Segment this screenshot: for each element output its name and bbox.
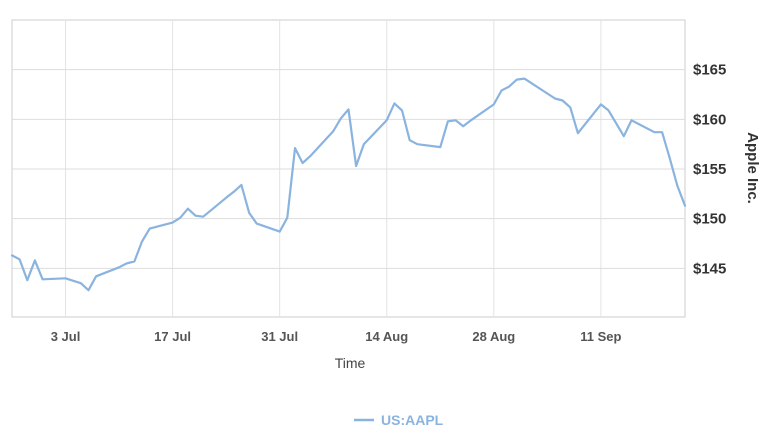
data-point[interactable] <box>568 105 572 109</box>
data-point[interactable] <box>117 265 121 269</box>
data-point[interactable] <box>41 277 45 281</box>
data-point[interactable] <box>232 190 236 194</box>
data-point[interactable] <box>354 164 358 168</box>
data-point[interactable] <box>576 131 580 135</box>
data-point[interactable] <box>224 196 228 200</box>
data-point[interactable] <box>278 230 282 234</box>
data-point[interactable] <box>18 257 22 261</box>
data-point[interactable] <box>507 85 511 89</box>
data-point[interactable] <box>454 118 458 122</box>
data-point[interactable] <box>285 216 289 220</box>
x-tick-label: 17 Jul <box>154 329 191 344</box>
data-point[interactable] <box>660 130 664 134</box>
data-point[interactable] <box>87 288 91 292</box>
data-point[interactable] <box>33 258 37 262</box>
data-point[interactable] <box>675 184 679 188</box>
y-tick-label: $160 <box>693 111 726 128</box>
horizontal-gridlines <box>12 69 685 269</box>
y-tick-label: $145 <box>693 260 726 277</box>
x-tick-label: 28 Aug <box>472 329 515 344</box>
data-point[interactable] <box>515 78 519 82</box>
data-point[interactable] <box>469 118 473 122</box>
data-point[interactable] <box>79 281 83 285</box>
y-tick-label: $165 <box>693 62 726 79</box>
data-point[interactable] <box>148 227 152 231</box>
data-point[interactable] <box>255 222 259 226</box>
data-point[interactable] <box>392 101 396 105</box>
data-point[interactable] <box>408 138 412 142</box>
x-tick-label: 3 Jul <box>51 329 81 344</box>
x-tick-label: 14 Aug <box>365 329 408 344</box>
data-point[interactable] <box>500 89 504 93</box>
data-point[interactable] <box>10 253 14 257</box>
data-point[interactable] <box>178 216 182 220</box>
data-point[interactable] <box>614 121 618 125</box>
data-point[interactable] <box>599 102 603 106</box>
data-point[interactable] <box>25 278 29 282</box>
y-axis-tick-labels: $145 $150 $155 $160 $165 <box>693 62 726 278</box>
data-point[interactable] <box>630 118 634 122</box>
data-point[interactable] <box>64 276 68 280</box>
data-point[interactable] <box>438 145 442 149</box>
x-tick-label: 11 Sep <box>580 329 621 344</box>
data-point[interactable] <box>239 183 243 187</box>
data-point[interactable] <box>400 108 404 112</box>
data-point[interactable] <box>561 99 565 103</box>
data-point[interactable] <box>201 215 205 219</box>
data-point[interactable] <box>683 204 687 208</box>
data-point[interactable] <box>362 142 366 146</box>
series-layer <box>10 77 687 292</box>
data-point[interactable] <box>186 207 190 211</box>
data-point[interactable] <box>132 259 136 263</box>
y-axis-title: Apple Inc. <box>744 132 761 204</box>
x-tick-label: 31 Jul <box>261 329 298 344</box>
data-point[interactable] <box>446 119 450 123</box>
data-point[interactable] <box>308 154 312 158</box>
data-point[interactable] <box>301 161 305 165</box>
data-point[interactable] <box>522 77 526 81</box>
data-point[interactable] <box>553 97 557 101</box>
data-point[interactable] <box>331 129 335 133</box>
x-axis-title: Time <box>335 355 366 371</box>
data-point[interactable] <box>461 124 465 128</box>
data-point[interactable] <box>125 261 129 265</box>
series-line-aapl[interactable] <box>10 77 687 292</box>
data-point[interactable] <box>385 118 389 122</box>
data-point[interactable] <box>94 274 98 278</box>
data-point[interactable] <box>415 142 419 146</box>
data-point[interactable] <box>622 134 626 138</box>
data-point[interactable] <box>339 116 343 120</box>
data-point[interactable] <box>347 107 351 111</box>
legend-label[interactable]: US:AAPL <box>381 412 444 428</box>
data-point[interactable] <box>171 221 175 225</box>
data-point[interactable] <box>140 240 144 244</box>
data-point[interactable] <box>293 146 297 150</box>
y-tick-label: $155 <box>693 161 726 178</box>
x-axis-tick-labels: 3 Jul 17 Jul 31 Jul 14 Aug 28 Aug 11 Sep <box>51 329 622 344</box>
y-tick-label: $150 <box>693 211 726 228</box>
data-point[interactable] <box>668 156 672 160</box>
data-point[interactable] <box>492 102 496 106</box>
data-point[interactable] <box>607 108 611 112</box>
legend[interactable]: US:AAPL <box>354 412 444 428</box>
data-point[interactable] <box>247 211 251 215</box>
data-point[interactable] <box>194 214 198 218</box>
data-point[interactable] <box>652 130 656 134</box>
